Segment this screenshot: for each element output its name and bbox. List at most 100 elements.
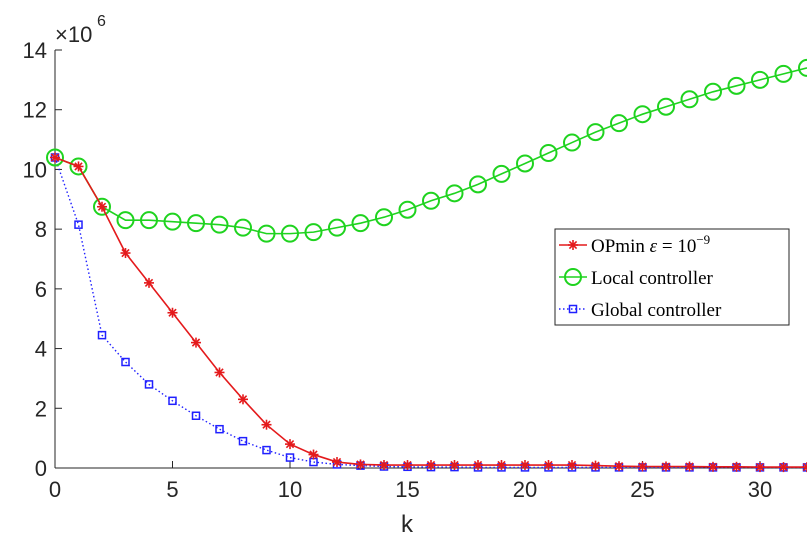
data-point: [727, 76, 746, 95]
data-point: [798, 58, 807, 77]
data-point: [661, 461, 671, 472]
series-line: [54, 157, 807, 469]
data-point: [398, 200, 417, 219]
data-point: [46, 148, 64, 167]
data-point: [328, 218, 346, 237]
y-tick-label: 0: [35, 456, 47, 481]
data-point: [93, 197, 111, 216]
x-tick-label: 0: [49, 477, 61, 502]
data-point: [73, 161, 84, 172]
data-point: [238, 394, 248, 405]
axes: 0 5 10 15 20 25 30 0 2 4 6 8 10 12 14 k ×10 6: [23, 13, 807, 538]
data-point: [567, 460, 577, 471]
data-point: [379, 460, 389, 471]
y-tick-label: 2: [35, 396, 47, 421]
data-point: [144, 277, 154, 288]
data-point: [684, 461, 695, 472]
data-point: [614, 461, 624, 472]
legend-label: Local controller: [591, 268, 714, 289]
data-point: [74, 220, 83, 229]
data-point: [332, 457, 342, 468]
data-point: [539, 144, 558, 163]
data-point: [50, 152, 60, 163]
data-point: [492, 164, 511, 183]
data-point: [449, 460, 460, 471]
data-point: [262, 445, 271, 455]
data-point: [281, 224, 299, 243]
legend-label: OPmin ε = 10−9: [591, 232, 710, 257]
data-point: [633, 105, 652, 124]
data-point: [167, 307, 178, 318]
data-point: [610, 114, 628, 133]
data-point: [731, 461, 742, 472]
legend-label-part: OPmin: [591, 236, 650, 257]
data-point: [163, 212, 182, 231]
data-point: [426, 460, 436, 471]
x-tick-label: 10: [278, 477, 302, 502]
x-tick-label: 20: [513, 477, 537, 502]
legend-marker: [568, 240, 578, 250]
data-point: [704, 82, 722, 101]
data-point: [121, 357, 130, 367]
data-point: [261, 419, 272, 430]
y-tick-label: 10: [23, 157, 47, 182]
data-point: [590, 460, 601, 471]
data-point: [422, 191, 440, 210]
data-point: [778, 462, 789, 473]
legend-label-part: ε: [650, 236, 658, 257]
legend-label-part: −9: [696, 232, 710, 247]
data-point: [680, 90, 699, 109]
data-point: [69, 157, 88, 176]
data-point: [257, 224, 276, 243]
data-point: [708, 461, 718, 472]
data-point: [97, 330, 107, 340]
data-point: [191, 411, 201, 420]
data-point: [657, 97, 675, 116]
y-tick-label: 8: [35, 217, 47, 242]
data-point: [210, 215, 229, 234]
y-tick-label: 14: [23, 38, 47, 63]
x-tick-label: 25: [630, 477, 654, 502]
x-tick-label: 5: [166, 477, 178, 502]
y-exponent-power: 6: [97, 13, 106, 30]
x-axis-label: k: [401, 511, 414, 538]
y-tick-label: 4: [35, 337, 47, 362]
data-point: [774, 64, 793, 83]
data-point: [214, 367, 225, 378]
x-tick-label: 30: [748, 477, 772, 502]
series-0: [50, 152, 807, 473]
data-point: [496, 460, 507, 471]
data-point: [120, 248, 131, 259]
y-exponent-base: ×10: [55, 22, 92, 47]
data-point: [191, 337, 201, 348]
series-layer: [46, 58, 807, 473]
data-point: [520, 460, 530, 471]
data-point: [116, 211, 135, 230]
data-point: [802, 462, 807, 473]
data-point: [473, 460, 483, 471]
x-tick-label: 15: [395, 477, 419, 502]
legend-marker: [564, 268, 582, 286]
data-point: [168, 396, 177, 406]
y-tick-label: 6: [35, 277, 47, 302]
legend-marker: [568, 304, 578, 314]
data-point: [375, 208, 393, 227]
legend-box: [554, 228, 790, 326]
legend-label: Global controller: [591, 300, 722, 321]
legend: OPmin ε = 10−9 Local controller Global con…: [554, 228, 790, 326]
data-point: [402, 460, 413, 471]
data-point: [238, 436, 248, 446]
data-point: [304, 223, 323, 242]
data-point: [285, 453, 295, 462]
series-1: [46, 58, 807, 243]
data-point: [140, 211, 158, 230]
data-point: [637, 461, 648, 472]
data-point: [351, 214, 370, 233]
data-point: [563, 133, 581, 152]
data-point: [586, 123, 605, 142]
data-point: [751, 70, 769, 89]
data-point: [309, 457, 318, 467]
data-point: [285, 439, 295, 450]
data-point: [755, 462, 765, 473]
